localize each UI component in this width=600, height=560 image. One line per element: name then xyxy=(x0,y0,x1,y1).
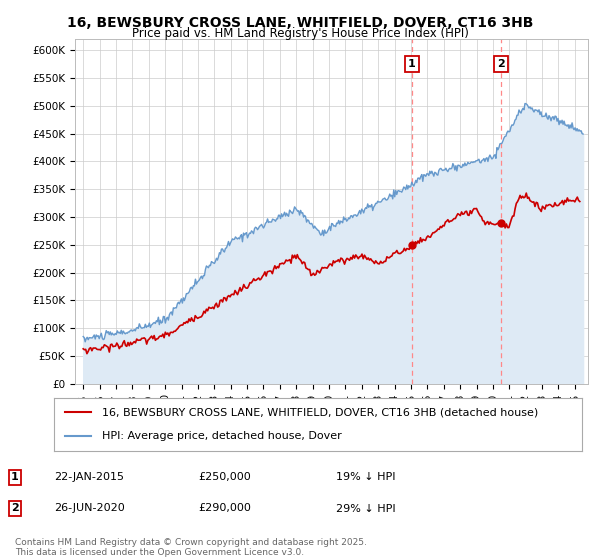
Text: 1: 1 xyxy=(408,59,416,69)
Text: 16, BEWSBURY CROSS LANE, WHITFIELD, DOVER, CT16 3HB: 16, BEWSBURY CROSS LANE, WHITFIELD, DOVE… xyxy=(67,16,533,30)
Text: 16, BEWSBURY CROSS LANE, WHITFIELD, DOVER, CT16 3HB (detached house): 16, BEWSBURY CROSS LANE, WHITFIELD, DOVE… xyxy=(101,408,538,418)
Text: 2: 2 xyxy=(11,503,19,514)
Text: 1: 1 xyxy=(11,472,19,482)
Text: £250,000: £250,000 xyxy=(198,472,251,482)
Text: 19% ↓ HPI: 19% ↓ HPI xyxy=(336,472,395,482)
Text: Price paid vs. HM Land Registry's House Price Index (HPI): Price paid vs. HM Land Registry's House … xyxy=(131,27,469,40)
Text: 29% ↓ HPI: 29% ↓ HPI xyxy=(336,503,395,514)
Text: 26-JUN-2020: 26-JUN-2020 xyxy=(54,503,125,514)
Text: HPI: Average price, detached house, Dover: HPI: Average price, detached house, Dove… xyxy=(101,431,341,441)
Text: Contains HM Land Registry data © Crown copyright and database right 2025.
This d: Contains HM Land Registry data © Crown c… xyxy=(15,538,367,557)
Text: 22-JAN-2015: 22-JAN-2015 xyxy=(54,472,124,482)
Text: 2: 2 xyxy=(497,59,505,69)
Text: £290,000: £290,000 xyxy=(198,503,251,514)
